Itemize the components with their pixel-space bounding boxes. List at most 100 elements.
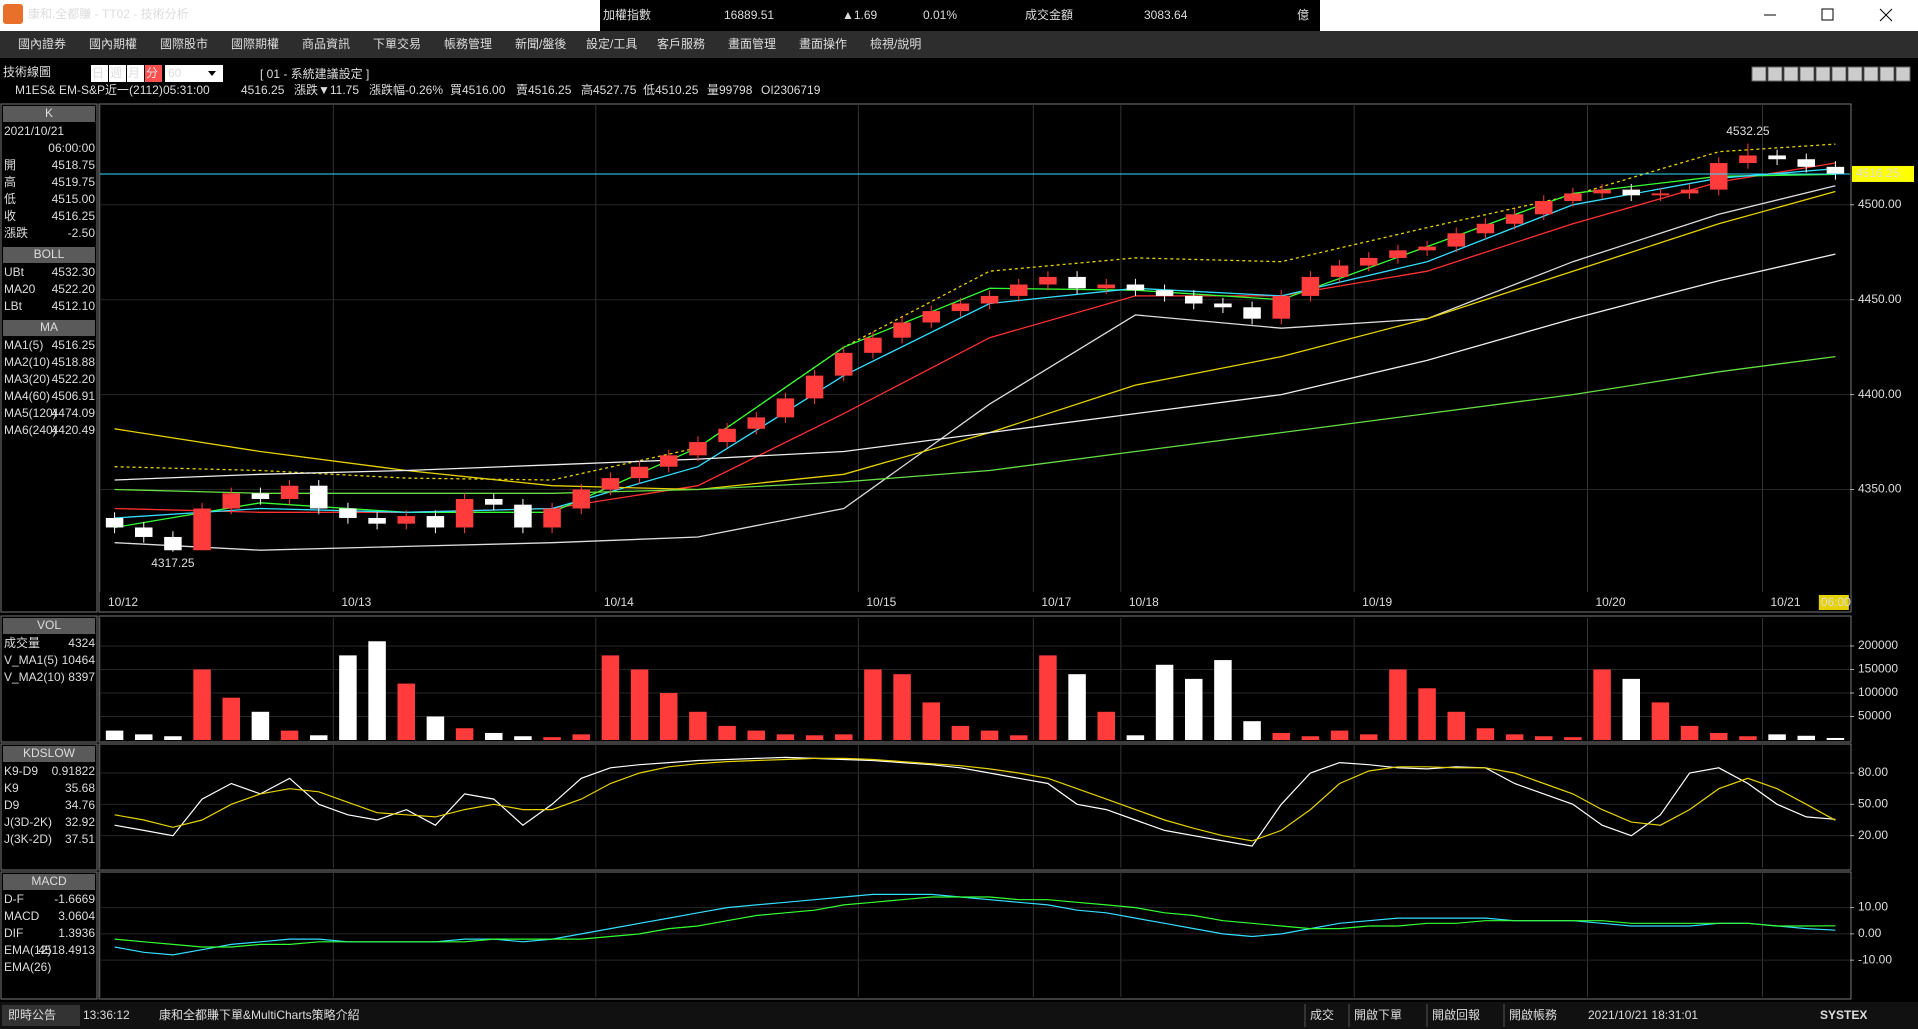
section-title: MACD (31, 874, 67, 888)
y-tick-label: 50000 (1858, 709, 1892, 723)
volume-bar (310, 735, 328, 740)
tool-button[interactable] (1767, 66, 1783, 82)
close-button[interactable] (1879, 8, 1893, 22)
status-button[interactable]: 開啟帳務 (1509, 1007, 1557, 1022)
section-header (3, 320, 95, 336)
dropdown-arrow[interactable] (208, 71, 216, 76)
candle-body (1185, 295, 1203, 304)
y-tick-label: 200000 (1858, 638, 1898, 652)
menu-item[interactable]: 檢視/說明 (870, 36, 921, 51)
status-button[interactable]: 開啟回報 (1432, 1007, 1480, 1022)
indicator-label: 漲跌 (4, 225, 28, 240)
candle-body (485, 498, 503, 505)
candle-body (1039, 276, 1057, 285)
extreme-annotation: 4317.25 (151, 556, 195, 570)
candle-body (1476, 223, 1495, 234)
volume-bar (1214, 660, 1232, 740)
quote-field: OI2306719 (761, 83, 821, 97)
candle-body (835, 352, 853, 376)
section-title: MA (40, 320, 58, 334)
candle-body (1010, 284, 1028, 296)
period-label[interactable]: 分 (146, 66, 158, 80)
indicator-line (114, 185, 1836, 551)
menu-item[interactable]: 下單交易 (373, 36, 421, 51)
tool-button[interactable] (1863, 66, 1879, 82)
indicator-value: 4518.88 (52, 355, 96, 369)
quote-field: 漲跌▼11.75 (294, 82, 359, 97)
quote-field: 量99798 (707, 83, 753, 97)
candle-body (1651, 193, 1670, 196)
candle-body (1330, 265, 1349, 277)
status-button[interactable]: 開啟下單 (1354, 1007, 1402, 1022)
y-tick-label: 4350.00 (1858, 482, 1902, 496)
tool-button[interactable] (1799, 66, 1815, 82)
volume-bar (1155, 664, 1174, 740)
indicator-label: MA1(5) (4, 338, 43, 352)
interval-box[interactable] (165, 65, 223, 82)
period-label[interactable]: 日 (92, 66, 104, 80)
status-button[interactable]: 成交 (1310, 1007, 1334, 1022)
candle-body (543, 508, 561, 528)
status-time: 13:36:12 (83, 1008, 130, 1022)
section-header (3, 106, 95, 122)
section-title: VOL (37, 618, 61, 632)
menu-item[interactable]: 畫面管理 (728, 36, 776, 51)
x-tick-label: 10/13 (341, 595, 371, 609)
volume-bar (1126, 735, 1145, 740)
tool-button[interactable] (1879, 66, 1895, 82)
volume-bar (747, 730, 765, 740)
quote-field: 高4527.75 (581, 82, 637, 97)
candle-body (689, 442, 707, 456)
candle-body (951, 303, 970, 312)
period-button[interactable] (91, 65, 108, 82)
tool-button[interactable] (1783, 66, 1799, 82)
period-button[interactable] (145, 65, 162, 82)
volume-bar (1535, 736, 1553, 740)
quote-time: 05:31:00 (163, 83, 210, 97)
volume-bar (1360, 734, 1378, 740)
menu-item[interactable]: 商品資訊 (302, 36, 350, 51)
menu-item[interactable]: 新聞/盤後 (515, 36, 566, 51)
interval-value[interactable]: 60 (168, 66, 182, 80)
candle-body (105, 517, 124, 528)
menu-item[interactable]: 國內證券 (18, 36, 66, 51)
menu-item[interactable]: 客戶服務 (657, 36, 705, 51)
candle-body (1068, 276, 1086, 289)
y-tick-label: 20.00 (1858, 828, 1888, 842)
status-bar (0, 1002, 1918, 1029)
indicator-label: EMA(12) (4, 943, 51, 957)
tool-button[interactable] (1815, 66, 1831, 82)
tool-button[interactable] (1847, 66, 1863, 82)
indicator-label: MA20 (4, 282, 36, 296)
period-label[interactable]: 月 (128, 66, 140, 80)
volume-bar (572, 734, 590, 740)
menu-item[interactable]: 國內期權 (89, 37, 137, 51)
menu-item[interactable]: 國際期權 (231, 37, 279, 51)
volume-bar (1710, 732, 1728, 740)
period-button[interactable] (109, 65, 126, 82)
period-label[interactable]: 週 (110, 66, 122, 80)
candle-body (630, 466, 649, 479)
tool-button[interactable] (1831, 66, 1847, 82)
candle-body (251, 493, 270, 499)
menu-item[interactable]: 畫面操作 (799, 36, 847, 51)
x-tick-label: 10/19 (1362, 595, 1392, 609)
candle-body (572, 489, 590, 509)
indicator-value: 4522.20 (52, 282, 96, 296)
menu-item[interactable]: 國際股市 (160, 36, 208, 51)
volume-bar (776, 734, 795, 740)
y-tick-label: 100000 (1858, 685, 1898, 699)
menu-item[interactable]: 設定/工具 (586, 36, 637, 51)
window-title: 康和.全都賺 - TT02 - 技術分析 (28, 6, 189, 21)
indicator-line (114, 896, 1836, 948)
period-button[interactable] (127, 65, 144, 82)
restore-button[interactable] (1821, 8, 1834, 21)
tool-button[interactable] (1895, 66, 1911, 82)
candle-body (1739, 155, 1757, 164)
tool-button[interactable] (1751, 66, 1767, 82)
volume-bar (1680, 725, 1699, 740)
menu-item[interactable]: 帳務管理 (444, 36, 492, 51)
volume-bar (251, 711, 270, 740)
x-tick-label: 10/17 (1041, 595, 1071, 609)
volume-bar (951, 725, 970, 740)
